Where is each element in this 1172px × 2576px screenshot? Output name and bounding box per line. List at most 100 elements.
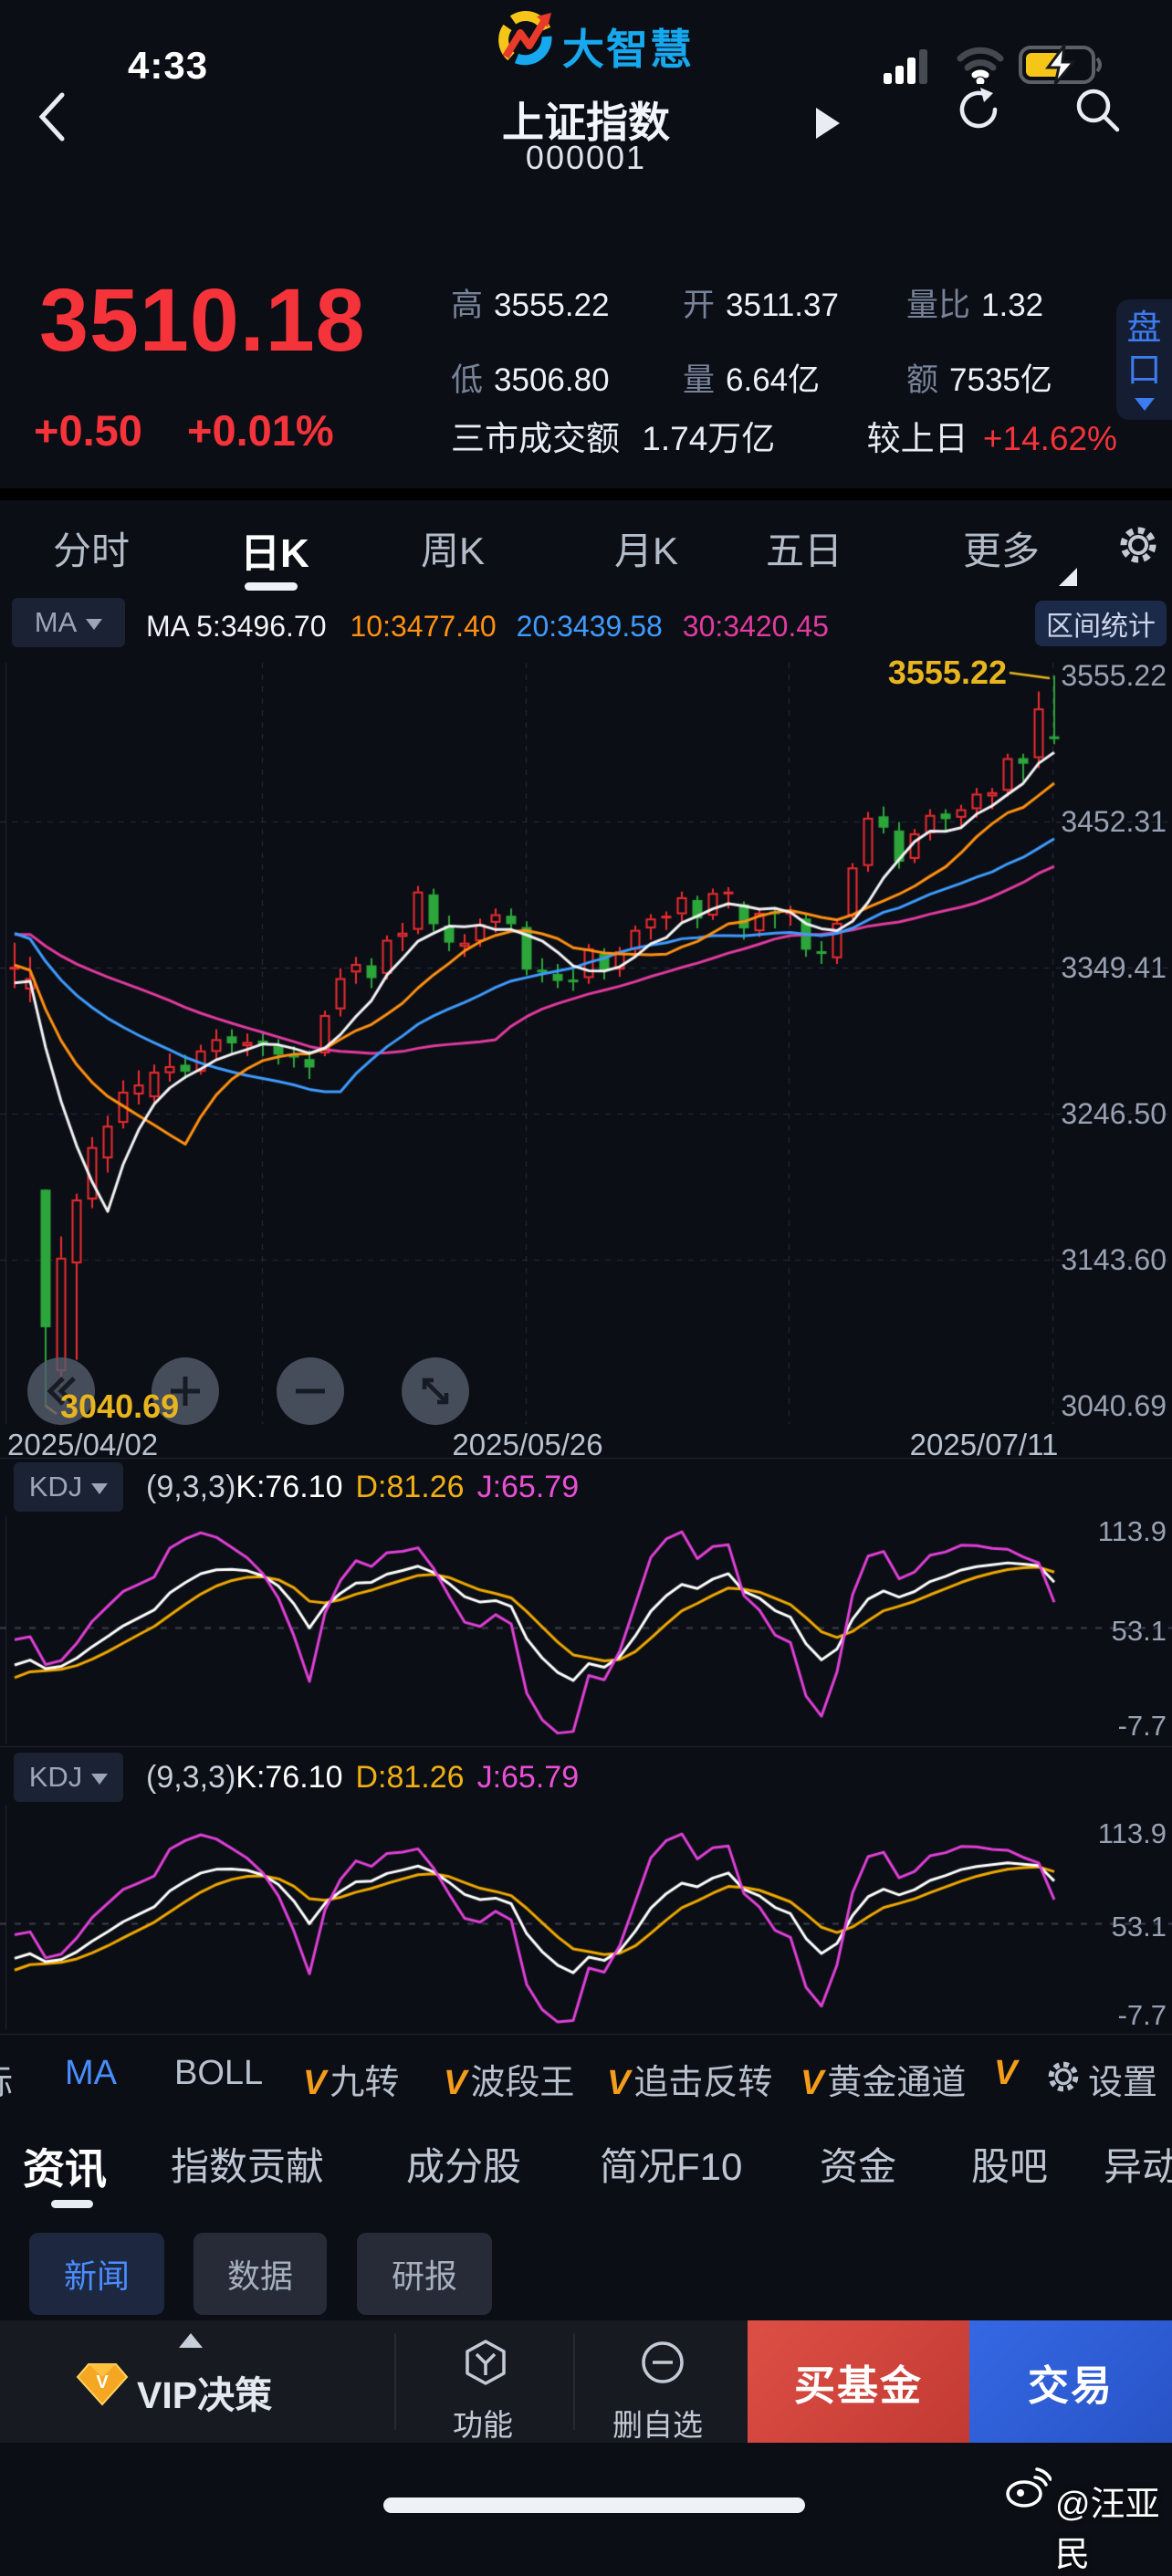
next-stock-icon[interactable] [816,108,840,139]
toolbar-divider [573,2333,575,2430]
kdj-indicator-selector-2[interactable]: KDJ [14,1753,123,1802]
kdj-axis-label: 53.1 [1111,1615,1167,1647]
indicator-tab-boll[interactable]: BOLL [174,2054,264,2092]
tab-weekly-k[interactable]: 周K [421,529,486,572]
double-chevron-left-icon [47,1377,76,1406]
subtab-research[interactable]: 研报 [357,2233,492,2315]
stat-low: 低 3506.80 [451,362,610,398]
toolbar-divider [394,2333,396,2430]
kdj-indicator-selector-1[interactable]: KDJ [14,1462,123,1512]
tab-daily-k[interactable]: 日K [240,531,309,576]
subtab-news[interactable]: 新闻 [29,2233,164,2315]
indicator-settings[interactable]: 设置 [1088,2064,1158,2102]
tab-profile-f10[interactable]: 简况F10 [600,2145,743,2188]
high-price-marker: 3555.22 [887,654,1007,691]
indicator-tab-ma[interactable]: MA [65,2054,117,2092]
buy-fund-button[interactable]: 买基金 [748,2320,969,2443]
dropdown-caret-icon [91,1774,109,1785]
kdj-axis-label: -7.7 [1117,1710,1167,1742]
app-logo-icon [498,11,552,66]
back-icon[interactable] [37,91,68,142]
battery-icon [1019,44,1102,85]
indicator-tab-zhuijifanzhuan[interactable]: V 追击反转 [607,2064,773,2102]
expand-icon [422,1377,449,1405]
watermark: @汪亚民 [1055,2486,1160,2574]
more-corner-icon [1059,568,1077,586]
y-axis-label: 3349.41 [1061,951,1167,984]
indicator-tab-partial-v[interactable]: V [994,2054,1018,2092]
pan-left-button[interactable] [27,1357,95,1425]
home-indicator [383,2497,805,2513]
ma-selector-label: MA [34,606,78,638]
chart-settings-gear-icon[interactable] [1115,522,1161,568]
y-axis-label: 3555.22 [1061,659,1167,692]
weibo-icon [1006,2467,1052,2508]
page-title: 上证指数 [502,99,670,146]
tab-constituents[interactable]: 成分股 [406,2145,522,2188]
zoom-in-button[interactable] [152,1357,219,1425]
minus-icon [296,1388,325,1394]
tab-funds[interactable]: 资金 [820,2145,897,2188]
ma-indicator-selector[interactable]: MA [12,598,125,647]
low-price-marker: 3040.69 [60,1387,180,1425]
ma-values: MA 5:3496.70 10:3477.40 20:3439.58 30:3420.… [146,610,829,643]
tab-five-day[interactable]: 五日 [766,529,843,572]
range-statistics-button[interactable]: 区间统计 [1035,601,1167,646]
indicator-tab-jiuzhuan[interactable]: V 九转 [303,2064,400,2102]
vip-diamond-icon: V [76,2363,129,2406]
fullscreen-button[interactable] [402,1357,469,1425]
market-turnover: 三市成交额 1.74万亿 较上日 +14.62% [451,420,1117,457]
indicator-tab-huangjintongdao[interactable]: V 黄金通道 [801,2064,967,2102]
chevron-down-icon [1134,398,1155,411]
features-button[interactable]: 功能 [453,2408,513,2442]
kdj-values-1: (9,3,3)K:76.10 D:81.26 J:65.79 [146,1470,580,1504]
refresh-icon[interactable] [953,84,1004,135]
tab-movement[interactable]: 异动 [1104,2145,1172,2188]
tab-index-contribution[interactable]: 指数贡献 [171,2145,325,2188]
settings-gear-icon [1048,2061,1079,2092]
y-axis-label: 3143.60 [1061,1243,1167,1276]
kdj-selector-label: KDJ [28,1761,83,1793]
stat-open: 开 3511.37 [683,288,839,323]
x-axis-date: 2025/07/11 [909,1428,1059,1461]
wifi-icon [957,47,1004,84]
remove-watchlist-icon[interactable] [639,2339,686,2386]
active-tab-underline [245,582,298,591]
kdj-axis-label: 113.9 [1097,1515,1167,1547]
zoom-out-button[interactable] [277,1357,344,1425]
kdj-values-2: (9,3,3)K:76.10 D:81.26 J:65.79 [146,1760,580,1795]
signal-icon [884,49,927,84]
price-change: +0.50 [34,406,142,455]
svg-text:V: V [96,2372,109,2393]
stock-code: 000001 [525,139,647,176]
tab-forum[interactable]: 股吧 [971,2145,1049,2188]
x-axis-date: 2025/04/02 [7,1428,159,1461]
search-icon[interactable] [1072,84,1123,135]
subtab-data[interactable]: 数据 [194,2233,327,2315]
tab-news-feed[interactable]: 资讯 [23,2145,107,2193]
indicator-tab-boduanwang[interactable]: V 波段王 [444,2064,575,2102]
app-logo-text: 大智慧 [562,26,694,73]
remove-watchlist-button[interactable]: 删自选 [612,2408,703,2442]
x-axis-date: 2025/05/26 [452,1428,603,1461]
vip-popup-arrow-icon [179,2333,203,2348]
dropdown-caret-icon [91,1483,109,1494]
y-axis-label: 3246.50 [1061,1097,1167,1130]
pankou-char-1: 盘 [1126,309,1162,348]
trade-button[interactable]: 交易 [969,2320,1172,2443]
y-axis-label: 3040.69 [1061,1389,1167,1422]
vip-decision-button[interactable]: VIP决策 [137,2374,273,2416]
clock: 4:33 [128,44,209,87]
tab-minute[interactable]: 分时 [53,529,131,572]
stat-volratio: 量比 1.32 [906,288,1044,323]
kdj-axis-label: 113.9 [1097,1817,1167,1849]
tab-more[interactable]: 更多 [963,529,1041,572]
tab-monthly-k[interactable]: 月K [614,529,679,572]
order-book-tab[interactable]: 盘 口 [1116,299,1172,420]
features-icon[interactable] [462,2339,509,2386]
kdj-axis-label: -7.7 [1117,1999,1167,2031]
stat-high: 高 3555.22 [451,288,610,323]
indicator-tab-partial[interactable]: 标 [0,2054,13,2104]
